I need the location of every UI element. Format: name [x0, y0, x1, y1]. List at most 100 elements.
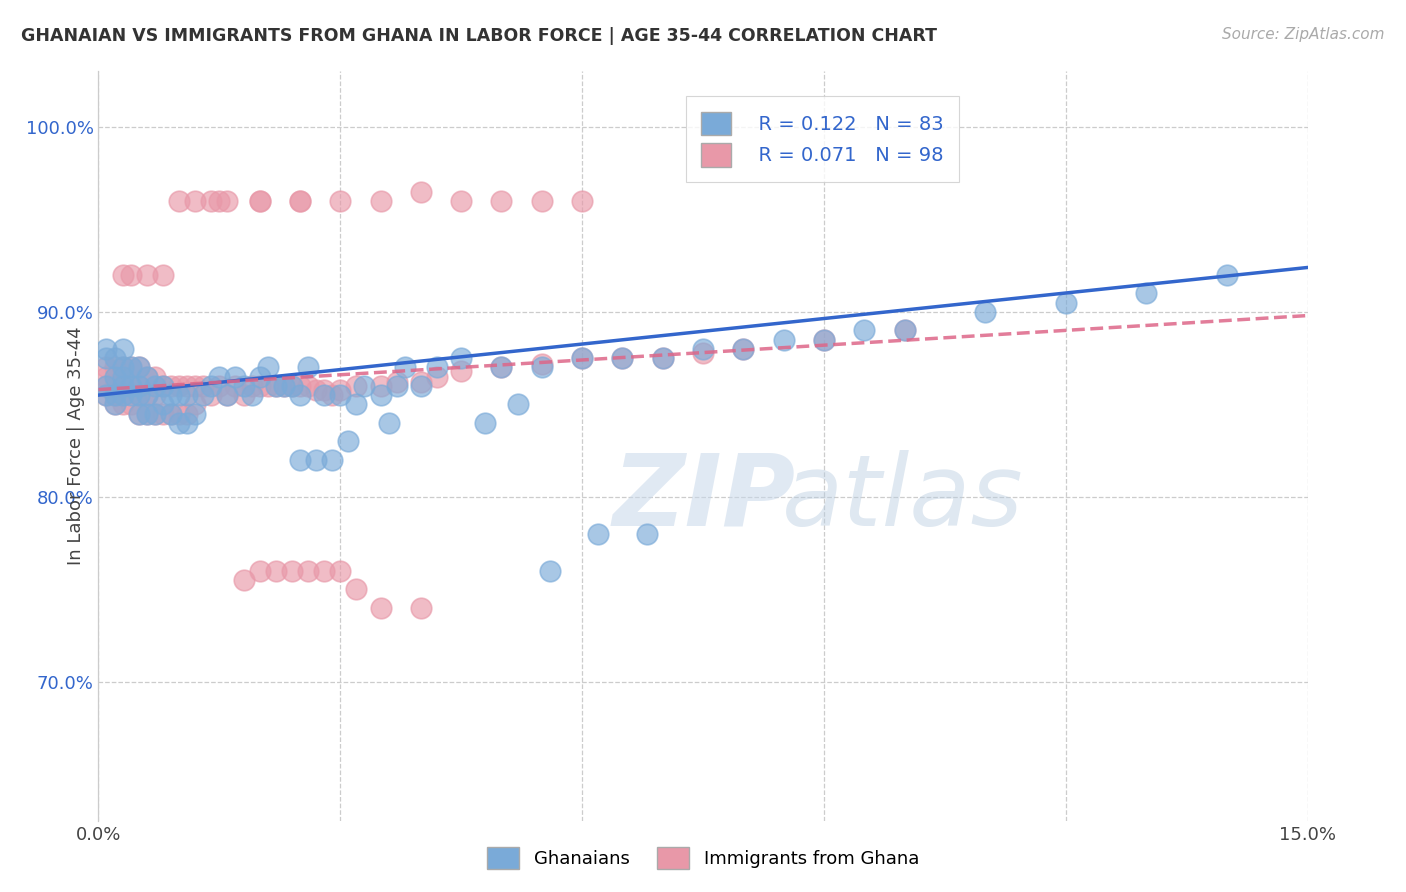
- Point: [200, 194, 222, 208]
- Point: [314, 564, 336, 578]
- Point: [176, 388, 198, 402]
- Point: [530, 194, 553, 208]
- Point: [288, 194, 311, 208]
- Point: [491, 360, 513, 375]
- Point: [344, 397, 367, 411]
- Point: [612, 351, 634, 365]
- Point: [103, 397, 125, 411]
- Point: [426, 360, 449, 375]
- Point: [176, 379, 198, 393]
- Point: [120, 360, 142, 375]
- Point: [152, 397, 174, 411]
- Point: [305, 383, 328, 397]
- Point: [651, 351, 673, 365]
- Point: [692, 345, 714, 359]
- Point: [249, 379, 271, 393]
- Point: [103, 379, 125, 393]
- Point: [200, 379, 222, 393]
- Point: [103, 397, 125, 411]
- Point: [297, 360, 319, 375]
- Point: [692, 342, 714, 356]
- Point: [409, 379, 432, 393]
- Point: [111, 379, 134, 393]
- Point: [426, 369, 449, 384]
- Point: [135, 369, 157, 384]
- Point: [111, 342, 134, 356]
- Text: GHANAIAN VS IMMIGRANTS FROM GHANA IN LABOR FORCE | AGE 35-44 CORRELATION CHART: GHANAIAN VS IMMIGRANTS FROM GHANA IN LAB…: [21, 27, 936, 45]
- Point: [491, 360, 513, 375]
- Point: [370, 379, 392, 393]
- Point: [152, 407, 174, 421]
- Point: [288, 388, 311, 402]
- Point: [103, 369, 125, 384]
- Point: [329, 383, 352, 397]
- Point: [152, 379, 174, 393]
- Point: [571, 194, 593, 208]
- Point: [1054, 295, 1077, 310]
- Point: [143, 369, 166, 384]
- Point: [813, 333, 835, 347]
- Point: [111, 379, 134, 393]
- Point: [167, 407, 190, 421]
- Point: [288, 453, 311, 467]
- Point: [530, 360, 553, 375]
- Point: [135, 388, 157, 402]
- Text: Source: ZipAtlas.com: Source: ZipAtlas.com: [1222, 27, 1385, 42]
- Point: [128, 379, 150, 393]
- Point: [111, 360, 134, 375]
- Point: [636, 527, 658, 541]
- Point: [208, 194, 231, 208]
- Point: [240, 379, 263, 393]
- Point: [96, 369, 118, 384]
- Point: [96, 351, 118, 365]
- Point: [893, 323, 915, 337]
- Point: [96, 360, 118, 375]
- Point: [394, 360, 416, 375]
- Point: [329, 564, 352, 578]
- Point: [249, 369, 271, 384]
- Point: [224, 369, 246, 384]
- Point: [249, 564, 271, 578]
- Point: [184, 379, 207, 393]
- Point: [893, 323, 915, 337]
- Point: [184, 407, 207, 421]
- Point: [184, 397, 207, 411]
- Point: [651, 351, 673, 365]
- Point: [111, 268, 134, 282]
- Point: [450, 194, 472, 208]
- Point: [305, 453, 328, 467]
- Point: [96, 379, 118, 393]
- Text: ZIP: ZIP: [613, 450, 796, 547]
- Point: [409, 375, 432, 389]
- Point: [273, 379, 295, 393]
- Point: [103, 388, 125, 402]
- Point: [1216, 268, 1239, 282]
- Point: [612, 351, 634, 365]
- Point: [143, 388, 166, 402]
- Point: [167, 388, 190, 402]
- Point: [143, 407, 166, 421]
- Point: [256, 360, 278, 375]
- Point: [450, 351, 472, 365]
- Point: [273, 379, 295, 393]
- Point: [128, 388, 150, 402]
- Point: [853, 323, 876, 337]
- Point: [160, 407, 183, 421]
- Point: [135, 268, 157, 282]
- Point: [240, 388, 263, 402]
- Point: [232, 573, 254, 587]
- Point: [344, 582, 367, 597]
- Point: [232, 379, 254, 393]
- Point: [264, 379, 287, 393]
- Point: [135, 407, 157, 421]
- Legend: Ghanaians, Immigrants from Ghana: Ghanaians, Immigrants from Ghana: [478, 838, 928, 879]
- Point: [217, 388, 239, 402]
- Point: [135, 388, 157, 402]
- Point: [120, 397, 142, 411]
- Text: atlas: atlas: [782, 450, 1024, 547]
- Point: [193, 388, 215, 402]
- Point: [208, 369, 231, 384]
- Point: [353, 379, 375, 393]
- Point: [264, 564, 287, 578]
- Point: [176, 416, 198, 430]
